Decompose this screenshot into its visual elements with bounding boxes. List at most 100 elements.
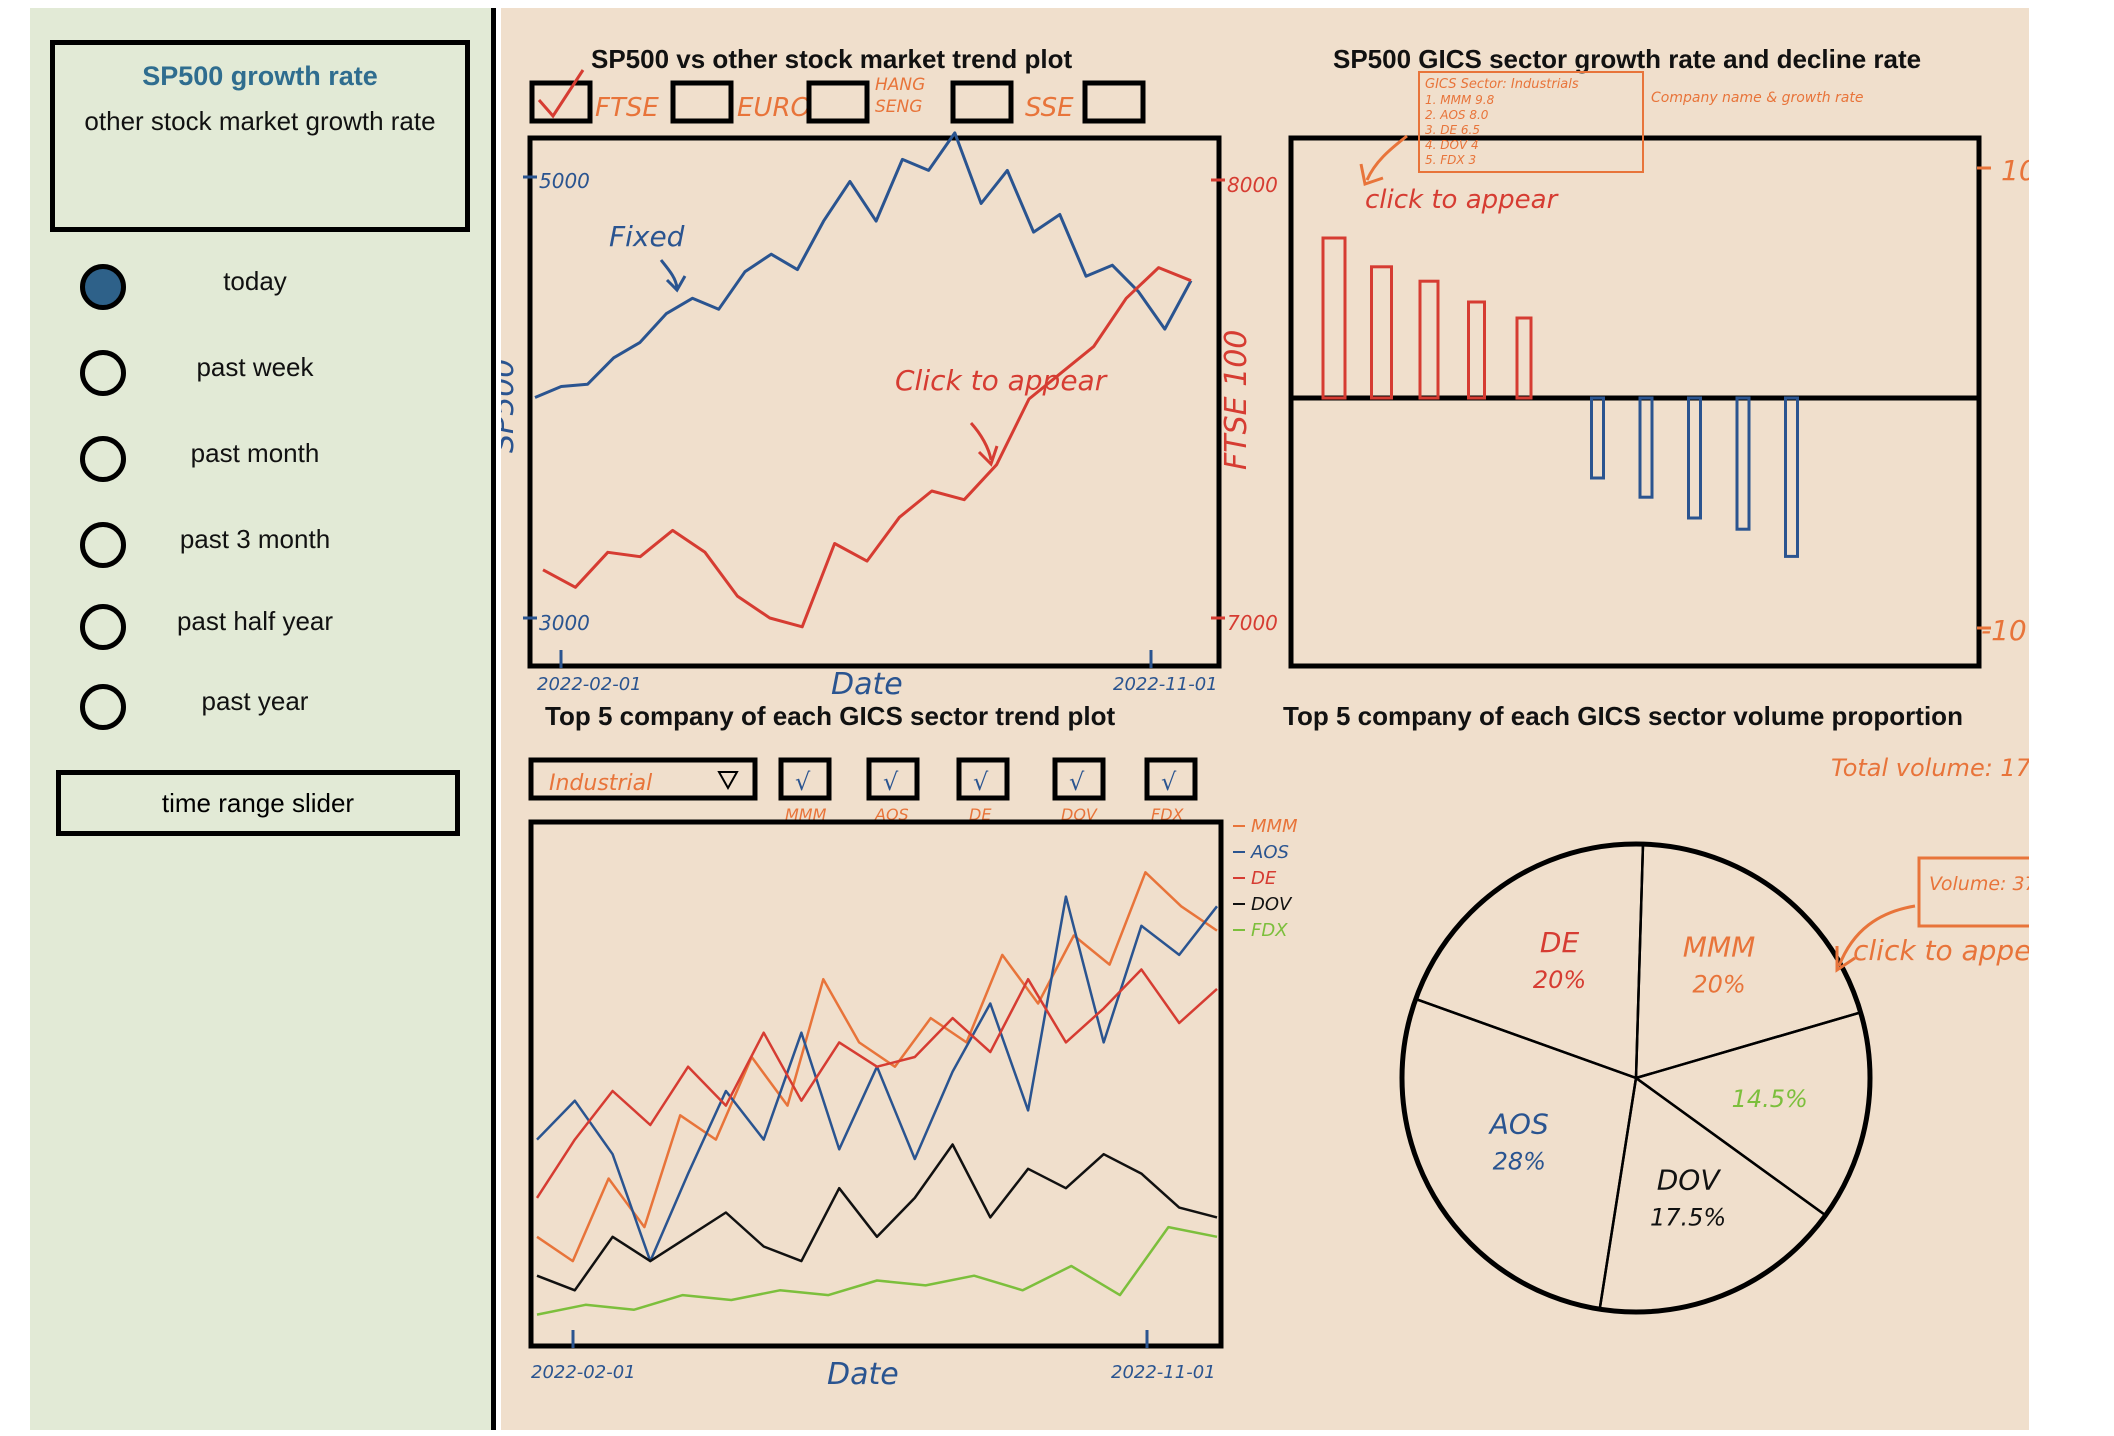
tooltip-line: 2. AOS 8.0	[1425, 108, 1489, 122]
radio-button[interactable]	[80, 522, 126, 568]
check-mark-icon: √	[883, 768, 899, 796]
market-checkbox-euro[interactable]: EURO	[670, 80, 811, 124]
pie-slice-fdx[interactable]	[1633, 1010, 1872, 1218]
pie-slice-percent: 28%	[1493, 1147, 1546, 1175]
pie-slice-percent: 17.5%	[1650, 1203, 1726, 1231]
pie-slice-label: DE	[1540, 926, 1580, 959]
radio-button[interactable]	[80, 350, 126, 396]
pie-slice-dov[interactable]	[1598, 1075, 1828, 1314]
time-option-past-half-year[interactable]: past half year	[80, 604, 480, 664]
date-axis-bottom: 2022-02-01 2022-11-01 Date	[531, 1330, 1216, 1392]
series-line-dov	[536, 1143, 1218, 1292]
series-line-de	[535, 968, 1218, 1199]
check-mark-icon: √	[973, 768, 989, 796]
check-mark-icon: √	[1161, 768, 1177, 796]
market-checkbox-label: SENG	[875, 97, 922, 117]
time-option-past-year[interactable]: past year	[80, 684, 480, 744]
company-checkbox-label: FDX	[1151, 805, 1185, 824]
time-option-past-3-month[interactable]: past 3 month	[80, 522, 480, 582]
series-line-mmm	[536, 871, 1218, 1263]
pie-slice-percent: 20%	[1692, 971, 1745, 999]
y-axis-title-ftse: FTSE 100	[1219, 330, 1254, 470]
tooltip-text: Volume: 372839	[1929, 873, 2029, 895]
tooltip-line: 3. DE 6.5	[1425, 123, 1480, 137]
company-checkbox-de[interactable]: √ DE	[956, 757, 1010, 824]
market-checkbox-label: SSE	[1025, 93, 1074, 123]
company-checkbox-mmm[interactable]: √ MMM	[778, 757, 832, 824]
tooltip-line: 1. MMM 9.8	[1425, 93, 1495, 107]
legend-label: DOV	[1251, 894, 1293, 915]
other-market-growth-rate-label: other stock market growth rate	[84, 106, 436, 136]
volume-tooltip: Volume: 372839 click to appear	[1835, 856, 2029, 973]
time-option-past-month[interactable]: past month	[80, 436, 480, 496]
time-option-label: past 3 month	[179, 524, 331, 554]
y-tick-label: 10%	[2001, 154, 2029, 187]
x-tick-label: 2022-11-01	[1113, 674, 1218, 695]
decline-bar[interactable]	[1590, 396, 1605, 480]
x-tick-label: 2022-11-01	[1111, 1362, 1216, 1383]
dashboard-canvas: SP500 vs other stock market trend plot S…	[501, 8, 2029, 1430]
sector-bar-chart-frame	[1288, 135, 1982, 669]
company-checkbox-label: DE	[969, 805, 992, 824]
time-option-label: past half year	[176, 606, 334, 636]
growth-bar[interactable]	[1467, 300, 1486, 400]
time-option-label: today	[223, 266, 287, 296]
radio-button[interactable]	[80, 436, 126, 482]
growth-bar[interactable]	[1418, 279, 1440, 400]
time-option-today[interactable]: today	[80, 264, 480, 324]
decline-bar[interactable]	[1784, 396, 1799, 558]
time-option-label: past week	[196, 352, 314, 382]
growth-bar[interactable]	[1370, 265, 1393, 400]
sector-dropdown[interactable]: Industrial	[528, 757, 758, 801]
radio-button[interactable]	[80, 684, 126, 730]
pie-slice-aos[interactable]	[1400, 997, 1638, 1311]
company-legend: MMM AOS DE DOV FDX	[1233, 816, 1298, 941]
check-mark-icon: √	[795, 768, 811, 796]
legend-label: DE	[1251, 868, 1277, 889]
company-checkbox-dov[interactable]: √ DOV	[1052, 757, 1106, 824]
pie-slice-label: DOV	[1657, 1163, 1722, 1196]
radio-button[interactable]	[80, 604, 126, 650]
radio-button-selected[interactable]	[80, 264, 126, 310]
sketch-layer: FTSE EURO HANG SENG SSE 500	[501, 69, 2029, 1392]
annotation-click-to-appear-bar: click to appear	[1359, 134, 1560, 215]
panel3-title: Top 5 company of each GICS sector trend …	[545, 701, 1116, 731]
annotation-click-to-appear-line: Click to appear	[895, 364, 1108, 467]
decline-bar[interactable]	[1687, 396, 1702, 520]
growth-bar[interactable]	[1321, 236, 1347, 400]
y-axis-title-sp500: SP500	[501, 359, 521, 453]
growth-bar[interactable]	[1515, 316, 1533, 400]
market-checkbox-row: FTSE EURO HANG SENG SSE	[529, 69, 1146, 124]
market-checkbox-ftse[interactable]: FTSE	[529, 69, 659, 124]
pie-slice-mmm[interactable]	[1634, 842, 1863, 1080]
tooltip-line: 5. FDX 3	[1425, 153, 1476, 167]
x-tick-label: 2022-02-01	[531, 1362, 636, 1383]
trend-plot-lines	[534, 131, 1193, 629]
tooltip-caption: Company name & growth rate	[1651, 90, 1863, 106]
series-line-sp500	[534, 131, 1193, 399]
annotation-text: Click to appear	[895, 364, 1108, 397]
pie-slice-label: MMM	[1683, 931, 1755, 964]
decline-bar[interactable]	[1735, 396, 1751, 531]
company-checkbox-fdx[interactable]: √ FDX	[1144, 757, 1198, 824]
decline-bar[interactable]	[1638, 396, 1654, 499]
pie-slice-de[interactable]	[1414, 842, 1645, 1080]
company-checkbox-label: DOV	[1061, 805, 1098, 824]
annotation-text: Fixed	[609, 220, 685, 253]
y-tick-label: -10%	[1981, 614, 2029, 647]
series-line-fdx	[536, 1225, 1218, 1316]
y-tick-label: 3000	[539, 611, 590, 635]
market-checkbox-extra[interactable]	[1082, 80, 1146, 124]
y-tick-label: 7000	[1227, 611, 1278, 635]
time-option-past-week[interactable]: past week	[80, 350, 480, 410]
market-checkbox-hang-seng[interactable]: HANG SENG	[806, 75, 925, 124]
time-range-slider[interactable]: time range slider	[56, 770, 460, 836]
market-checkbox-sse[interactable]: SSE	[950, 80, 1074, 124]
check-mark-icon: √	[1069, 768, 1085, 796]
total-volume-label: Total volume: 17938927	[1831, 754, 2029, 782]
legend-label: FDX	[1251, 920, 1288, 941]
series-line-ftse-100	[542, 266, 1192, 629]
y-tick-label: 5000	[539, 169, 590, 193]
company-checkbox-aos[interactable]: √ AOS	[866, 757, 920, 824]
volume-pie-chart: MMM 20% 14.5% DOV 17.5% AOS 28% DE 20%	[1399, 841, 1873, 1315]
